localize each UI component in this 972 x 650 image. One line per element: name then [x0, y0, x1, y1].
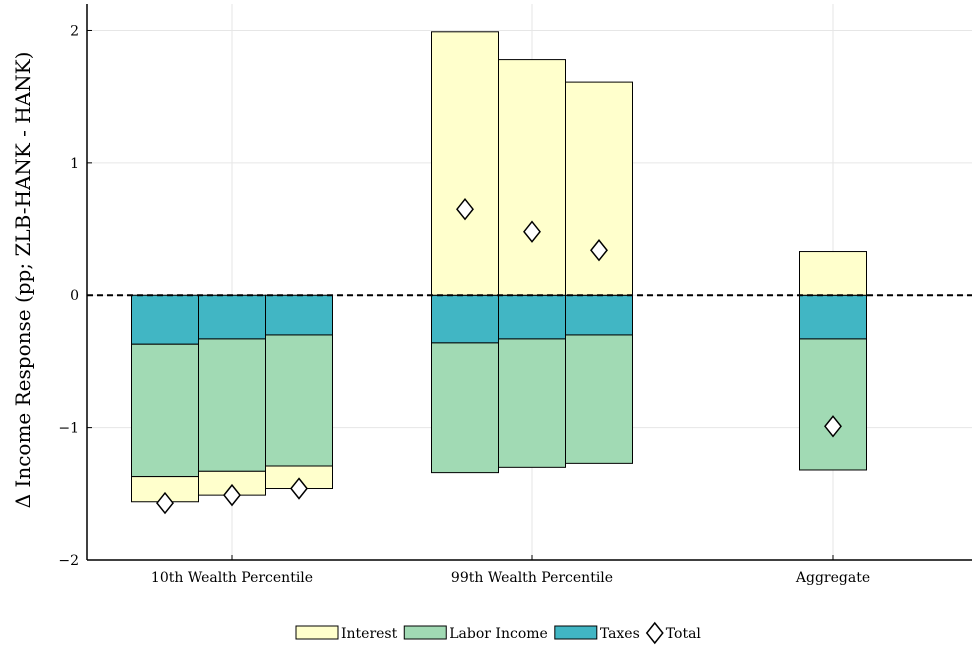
bar-taxes [565, 294, 633, 336]
legend: Interest Labor Income Taxes Total [295, 621, 702, 645]
legend-swatch [554, 625, 598, 640]
legend-label: Labor Income [449, 626, 548, 642]
bar-interest [431, 31, 499, 296]
total-marker [590, 239, 608, 262]
bar-interest [799, 251, 867, 296]
bar-taxes [799, 294, 867, 340]
axes: −2 −1 0 1 2 10th Wealth Percentile 99th Wealth… [58, 4, 972, 586]
legend-swatch [295, 625, 339, 640]
bar-labor-income [565, 334, 633, 464]
bar-interest [498, 59, 566, 296]
bars [131, 31, 867, 503]
x-tick-label: Aggregate [795, 570, 870, 586]
bar-labor-income [265, 334, 333, 467]
bar-labor-income [799, 338, 867, 471]
bar-interest [565, 81, 633, 296]
bar-taxes [431, 294, 499, 344]
y-tick-label: −1 [58, 421, 79, 437]
x-tick-label: 99th Wealth Percentile [451, 570, 613, 586]
bar-taxes [131, 294, 199, 345]
total-marker [223, 483, 241, 507]
total-marker [456, 197, 474, 221]
bar-taxes [498, 294, 566, 340]
bar-labor-income [498, 338, 566, 468]
x-tick-label: 10th Wealth Percentile [151, 570, 313, 586]
total-marker [156, 491, 174, 515]
legend-diamond [645, 621, 664, 645]
total-marker [523, 220, 541, 243]
legend-label: Taxes [600, 626, 640, 642]
legend-label: Interest [341, 626, 398, 642]
bar-labor-income [431, 342, 499, 474]
legend-label: Total [666, 626, 702, 642]
y-tick-label: 0 [70, 288, 79, 304]
y-tick-label: 2 [70, 23, 79, 39]
total-marker [290, 477, 308, 500]
total-marker [824, 415, 842, 438]
bar-taxes [198, 294, 266, 340]
total-markers [156, 197, 842, 515]
y-axis-title: Δ Income Response (pp; ZLB-HANK - HANK) [11, 52, 35, 509]
bar-labor-income [131, 343, 199, 478]
bar-taxes [265, 294, 333, 336]
legend-swatch [403, 625, 447, 640]
y-tick-label: −2 [58, 553, 79, 569]
bar-labor-income [198, 338, 266, 472]
y-tick-label: 1 [70, 156, 79, 172]
